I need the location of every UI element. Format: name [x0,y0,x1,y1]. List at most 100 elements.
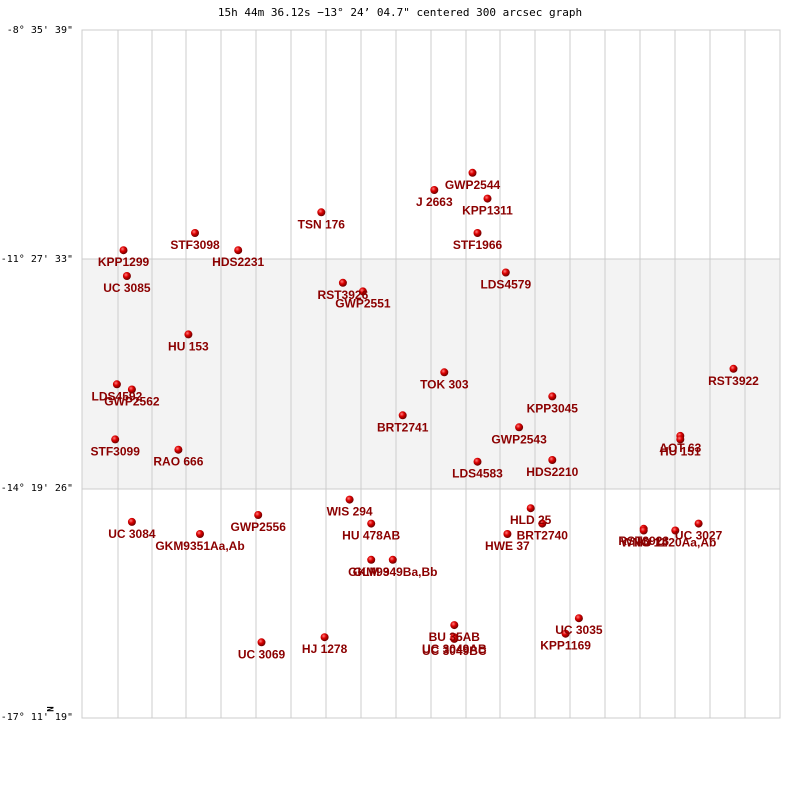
star-point-bu-35ab[interactable] [450,621,459,630]
star-label-wno-11: WNO 11 [621,536,667,550]
star-label-lds4579: LDS4579 [480,278,531,292]
star-point-gwp2562[interactable] [127,385,136,394]
star-label-j-2663: J 2663 [416,195,453,209]
star-label-gkm9351aa-ab: GKM9351Aa,Ab [155,539,244,553]
star-label-rao-666: RAO 666 [153,455,203,469]
plot-frame [81,29,781,719]
star-point-tsn-176[interactable] [317,208,326,217]
star-label-gkm9349ba-bb: GKM9349Ba,Bb [348,565,437,579]
star-point-kpp3045[interactable] [548,392,557,401]
star-label-uc-3049ab: UC 3049AB [422,642,487,656]
star-label-glm-9: GLM 9 [353,565,390,579]
y-tick-label-top: -8° 35' 39" [6,25,73,36]
star-label-wis-294: WIS 294 [327,505,373,519]
star-point-tok-303[interactable] [440,368,449,377]
star-point-rst3922[interactable] [729,364,738,373]
star-point-uc-3049bc[interactable] [450,634,459,643]
star-point-hu-153[interactable] [184,330,193,339]
star-label-lds4583: LDS4583 [452,467,503,481]
star-point-lds4592[interactable] [112,380,121,389]
star-point-lds4583[interactable] [473,457,482,466]
star-point-hu-1420aa-ab[interactable] [671,526,680,535]
star-point-gwp2551[interactable] [358,287,367,296]
star-label-tok-303: TOK 303 [420,377,469,391]
star-point-uc-3027[interactable] [694,519,703,528]
star-point-hld-25[interactable] [526,504,535,513]
star-label-bu-35ab: BU 35AB [429,630,481,644]
star-label-hu-153: HU 153 [168,339,209,353]
star-point-rao-666[interactable] [174,445,183,454]
star-point-stf1966[interactable] [473,229,482,237]
star-label-uc-3049bc: UC 3049BC [422,644,487,658]
star-label-gwp2551: GWP2551 [335,296,391,310]
star-label-aot-63: AOT 63 [659,441,701,455]
star-label-uc-3027: UC 3027 [675,529,723,543]
y-tick-label-upper: -11° 27' 33" [0,254,73,265]
star-point-uc-3069[interactable] [257,638,266,647]
star-marks [111,168,738,647]
star-point-hu-478ab[interactable] [367,519,376,528]
star-point-gkm9351aa-ab[interactable] [196,530,204,538]
star-label-lds4592: LDS4592 [92,389,143,403]
star-label-stf1966: STF1966 [453,238,503,252]
star-point-wis-294[interactable] [345,495,354,504]
star-label-hwe-37: HWE 37 [485,539,530,553]
star-point-stf3099[interactable] [111,435,120,444]
star-point-gwp2556[interactable] [254,511,263,519]
star-point-kpp1299[interactable] [119,246,128,255]
star-label-uc-3085: UC 3085 [103,281,151,295]
star-label-gwp2543: GWP2543 [491,432,547,446]
star-point-kpp1169[interactable] [561,629,570,638]
star-point-gkm9349ba-bb[interactable] [388,555,397,564]
star-label-uc-3084: UC 3084 [108,527,156,541]
star-label-stf3099: STF3099 [91,444,141,458]
star-label-kpp1299: KPP1299 [98,255,150,269]
star-label-hu-478ab: HU 478AB [342,529,400,543]
star-point-uc-3085[interactable] [122,272,131,280]
star-label-hld-25: HLD 25 [510,513,552,527]
star-label-kpp3045: KPP3045 [527,401,579,415]
star-point-hu-151[interactable] [676,435,685,444]
star-label-gwp2544: GWP2544 [445,178,501,192]
star-point-uc-3035[interactable] [574,614,583,623]
star-point-brt2741[interactable] [398,411,407,420]
star-label-brt2741: BRT2741 [377,420,429,434]
star-label-stf3098: STF3098 [170,238,220,252]
star-label-hj-1278: HJ 1278 [302,642,348,656]
star-label-uc-3035: UC 3035 [555,623,603,637]
star-point-glm-9[interactable] [367,555,376,564]
star-label-tsn-176: TSN 176 [298,217,346,231]
star-labels: GWP2544 J 2663 KPP1311 TSN 176 STF1966 STF309… [91,178,760,661]
star-point-lds4579[interactable] [501,268,510,277]
star-point-gwp2544[interactable] [468,168,477,177]
star-point-uc-3084[interactable] [127,517,136,526]
star-label-rst3922: RST3922 [708,374,759,388]
star-label-hds2231: HDS2231 [212,255,264,269]
grid-lines [82,30,780,718]
star-label-hu-1420aa-ab: HU 1420Aa,Ab [634,536,716,550]
star-point-j-2663[interactable] [430,186,439,194]
y-tick-label-lower: -14° 19' 26" [0,483,73,494]
star-point-gwp2543[interactable] [515,423,524,432]
y-tick-label-bottom: -17° 11' 19" [0,712,73,723]
star-point-stf3098[interactable] [191,229,199,237]
star-point-hwe-37[interactable] [503,530,512,538]
star-label-hds2210: HDS2210 [526,465,578,479]
chart-title: 15h 44m 36.12s −13° 24’ 04.7" centered 3… [217,6,583,19]
star-label-brt2740: BRT2740 [517,529,569,543]
star-point-wno-11[interactable] [639,526,648,535]
star-point-rst3926[interactable] [338,278,347,287]
star-point-brt2740[interactable] [538,519,547,528]
star-point-hds2210[interactable] [548,456,557,464]
star-point-hj-1278[interactable] [320,633,329,642]
star-label-hu-151: HU 151 [660,444,701,458]
star-label-rst3923: RST3923 [618,534,669,548]
star-label-gwp2562: GWP2562 [104,395,160,409]
star-point-hds2231[interactable] [234,246,243,255]
star-point-kpp1311[interactable] [483,194,492,203]
star-label-rst3926: RST3926 [318,288,369,302]
star-label-gwp2556: GWP2556 [231,520,287,534]
star-label-kpp1311: KPP1311 [462,204,513,218]
star-label-kpp1169: KPP1169 [540,639,591,653]
